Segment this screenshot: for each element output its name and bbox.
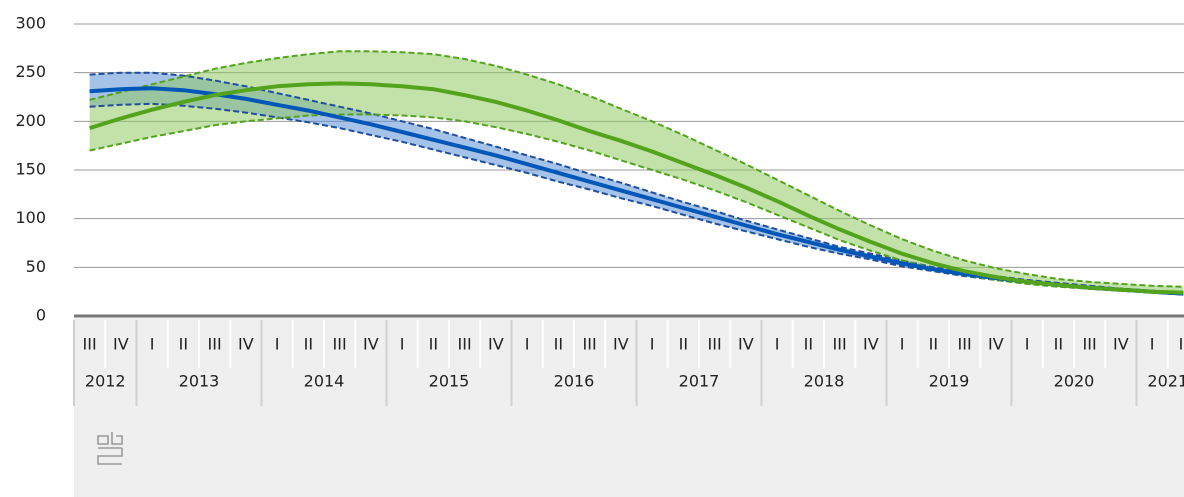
axis-panel (74, 318, 1184, 497)
x-tick-label: IV (738, 335, 754, 354)
year-label: 2012 (85, 372, 126, 391)
x-tick-label: I (1025, 335, 1030, 354)
y-tick-label: 100 (15, 208, 46, 227)
x-tick-label: II (1179, 335, 1184, 354)
x-tick-label: III (333, 335, 347, 354)
x-tick-label: III (958, 335, 972, 354)
year-label: 2020 (1054, 372, 1095, 391)
y-tick-label: 50 (26, 257, 46, 276)
x-tick-label: IV (113, 335, 129, 354)
y-tick-label: 200 (15, 111, 46, 130)
x-tick-label: II (304, 335, 313, 354)
x-tick-label: IV (238, 335, 254, 354)
x-tick-label: I (900, 335, 905, 354)
confidence-band (89, 51, 1184, 295)
x-tick-label: IV (863, 335, 879, 354)
x-tick-label: IV (488, 335, 504, 354)
x-tick-label: I (525, 335, 530, 354)
confidence-band (89, 72, 1184, 295)
x-tick-label: III (583, 335, 597, 354)
year-label: 2015 (429, 372, 470, 391)
x-tick-label: III (1083, 335, 1097, 354)
x-tick-label: I (400, 335, 405, 354)
series-line (89, 81, 1184, 295)
upper-bound (89, 50, 1184, 288)
year-label: 2014 (304, 372, 345, 391)
x-tick-label: II (429, 335, 438, 354)
x-tick-label: IV (613, 335, 629, 354)
logo (97, 432, 123, 465)
year-label: 2017 (679, 372, 720, 391)
year-label: 2013 (179, 372, 220, 391)
y-tick-label: 250 (15, 62, 46, 81)
x-tick-label: II (679, 335, 688, 354)
x-tick-label: III (83, 335, 97, 354)
x-tick-label: III (708, 335, 722, 354)
x-tick-label: II (1054, 335, 1063, 354)
x-tick-label: IV (363, 335, 379, 354)
x-tick-label: III (208, 335, 222, 354)
x-tick-label: IV (1113, 335, 1129, 354)
x-tick-label: II (929, 335, 938, 354)
x-tick-label: I (150, 335, 155, 354)
x-tick-label: II (554, 335, 563, 354)
year-label: 2021 (1147, 372, 1184, 391)
x-tick-label: III (458, 335, 472, 354)
y-tick-label: 150 (15, 160, 46, 179)
year-label: 2016 (554, 372, 595, 391)
year-label: 2019 (929, 372, 970, 391)
x-tick-label: III (833, 335, 847, 354)
y-tick-label: 0 (36, 306, 46, 325)
x-tick-label: I (775, 335, 780, 354)
x-tick-label: I (275, 335, 280, 354)
x-tick-label: II (179, 335, 188, 354)
x-tick-label: I (1150, 335, 1155, 354)
y-tick-label: 300 (15, 14, 46, 33)
x-tick-label: I (650, 335, 655, 354)
year-label: 2018 (804, 372, 845, 391)
x-tick-label: IV (988, 335, 1004, 354)
x-tick-label: II (804, 335, 813, 354)
